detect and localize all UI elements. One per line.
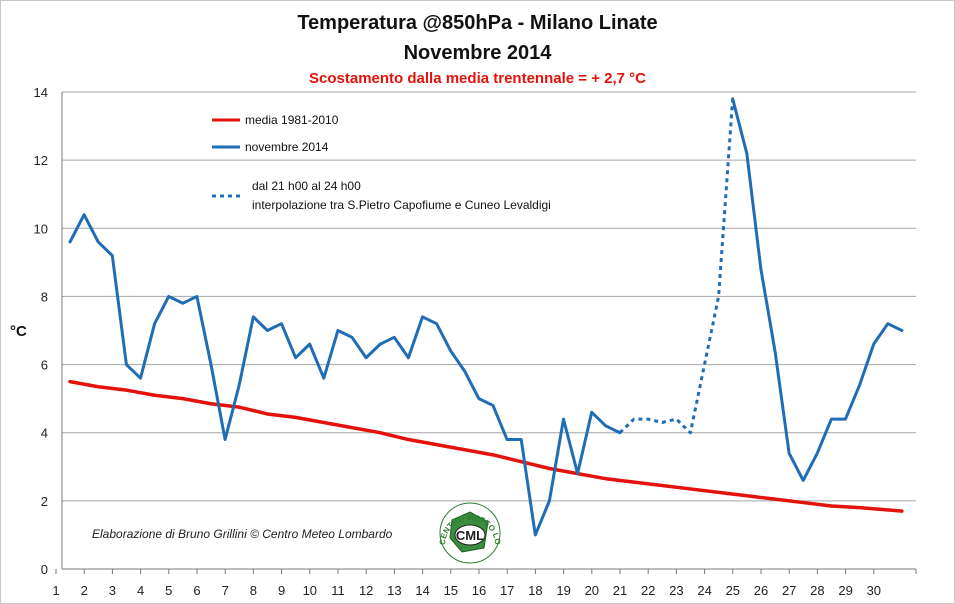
x-tick-label: 25 [726,583,740,598]
x-tick-label: 30 [867,583,881,598]
series-line-2 [68,213,622,537]
x-tick-label: 27 [782,583,796,598]
x-tick-label: 4 [137,583,144,598]
y-tick-label: 4 [41,426,48,441]
x-tick-label: 8 [250,583,257,598]
series-line-3 [618,98,735,435]
x-tick-label: 19 [556,583,570,598]
x-tick-label: 28 [810,583,824,598]
y-tick-label: 0 [41,562,48,577]
chart-title: Temperatura @850hPa - Milano Linate [297,12,658,34]
logo-center-text: CML [456,528,484,543]
y-tick-label: 8 [41,289,48,304]
x-tick-label: 13 [387,583,401,598]
x-tick-label: 5 [165,583,172,598]
legend-label-3b: interpolazione tra S.Pietro Capofiume e … [252,198,551,212]
logo-center [454,524,486,546]
x-tick-label: 2 [81,583,88,598]
x-tick-label: 6 [193,583,200,598]
x-tick-label: 12 [359,583,373,598]
x-tick-label: 14 [415,583,429,598]
x-tick-label: 22 [641,583,655,598]
x-tick-label: 26 [754,583,768,598]
x-tick-label: 18 [528,583,542,598]
legend-label-3: dal 21 h00 al 24 h00 [252,179,361,193]
x-tick-label: 3 [109,583,116,598]
legend-label-2: novembre 2014 [245,140,329,154]
credit-text: Elaborazione di Bruno Grillini © Centro … [92,527,393,541]
legend-label-1: media 1981-2010 [245,113,339,127]
chart-subtitle: Novembre 2014 [403,42,552,64]
x-tick-label: 10 [303,583,317,598]
logo-ring-text: CENTRO METEO LOMBARDO [0,0,502,545]
x-tick-label: 23 [669,583,683,598]
y-tick-label: 2 [41,494,48,509]
x-tick-label: 20 [585,583,599,598]
series-line-4 [731,97,904,482]
y-axis-label: °C [10,323,27,340]
x-tick-label: 24 [697,583,711,598]
x-tick-label: 15 [444,583,458,598]
x-tick-label: 16 [472,583,486,598]
y-tick-label: 12 [34,153,48,168]
y-tick-label: 6 [41,358,48,373]
chart-anomaly-note: Scostamento dalla media trentennale = + … [309,70,646,87]
x-tick-label: 7 [222,583,229,598]
x-tick-label: 11 [331,583,345,598]
series-line-1 [68,379,904,513]
x-tick-label: 1 [52,583,59,598]
y-tick-label: 14 [34,85,48,100]
x-tick-label: 29 [838,583,852,598]
x-tick-label: 21 [613,583,627,598]
y-tick-label: 10 [34,221,48,236]
x-tick-label: 17 [500,583,514,598]
x-tick-label: 9 [278,583,285,598]
